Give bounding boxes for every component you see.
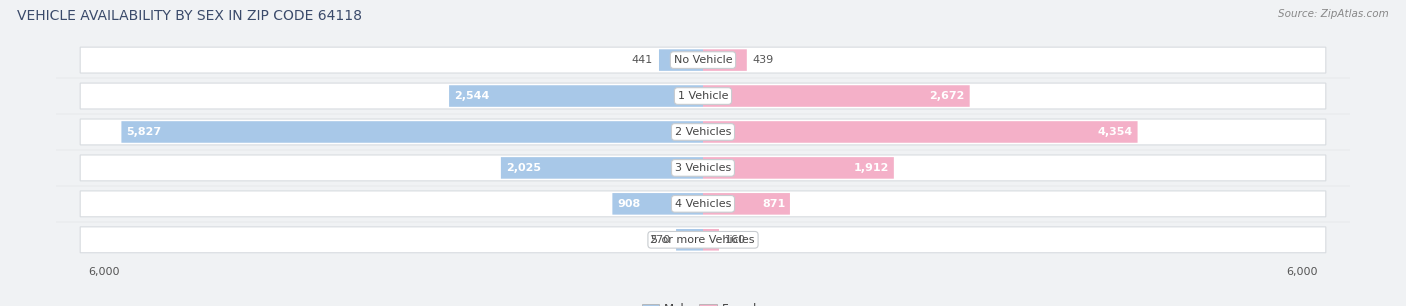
FancyBboxPatch shape — [449, 85, 703, 107]
Text: No Vehicle: No Vehicle — [673, 55, 733, 65]
Text: 4,354: 4,354 — [1098, 127, 1133, 137]
Text: 2 Vehicles: 2 Vehicles — [675, 127, 731, 137]
Text: 439: 439 — [752, 55, 775, 65]
Legend: Male, Female: Male, Female — [637, 298, 769, 306]
Text: 2,025: 2,025 — [506, 163, 541, 173]
Text: 4 Vehicles: 4 Vehicles — [675, 199, 731, 209]
FancyBboxPatch shape — [80, 155, 1326, 181]
FancyBboxPatch shape — [613, 193, 703, 215]
Text: 160: 160 — [725, 235, 747, 245]
Text: 871: 871 — [762, 199, 785, 209]
FancyBboxPatch shape — [703, 49, 747, 71]
FancyBboxPatch shape — [80, 119, 1326, 145]
Text: 270: 270 — [648, 235, 671, 245]
Text: 2,544: 2,544 — [454, 91, 489, 101]
Text: 1 Vehicle: 1 Vehicle — [678, 91, 728, 101]
Text: 5,827: 5,827 — [127, 127, 162, 137]
FancyBboxPatch shape — [80, 227, 1326, 253]
Text: 441: 441 — [631, 55, 652, 65]
FancyBboxPatch shape — [676, 229, 703, 251]
Text: Source: ZipAtlas.com: Source: ZipAtlas.com — [1278, 9, 1389, 19]
FancyBboxPatch shape — [121, 121, 703, 143]
FancyBboxPatch shape — [80, 47, 1326, 73]
FancyBboxPatch shape — [80, 191, 1326, 217]
FancyBboxPatch shape — [501, 157, 703, 179]
Text: 908: 908 — [617, 199, 640, 209]
Text: VEHICLE AVAILABILITY BY SEX IN ZIP CODE 64118: VEHICLE AVAILABILITY BY SEX IN ZIP CODE … — [17, 9, 361, 23]
Text: 2,672: 2,672 — [929, 91, 965, 101]
FancyBboxPatch shape — [703, 157, 894, 179]
FancyBboxPatch shape — [80, 83, 1326, 109]
FancyBboxPatch shape — [659, 49, 703, 71]
FancyBboxPatch shape — [703, 193, 790, 215]
Text: 5 or more Vehicles: 5 or more Vehicles — [651, 235, 755, 245]
Text: 3 Vehicles: 3 Vehicles — [675, 163, 731, 173]
FancyBboxPatch shape — [703, 121, 1137, 143]
FancyBboxPatch shape — [703, 85, 970, 107]
Text: 1,912: 1,912 — [853, 163, 889, 173]
FancyBboxPatch shape — [703, 229, 718, 251]
